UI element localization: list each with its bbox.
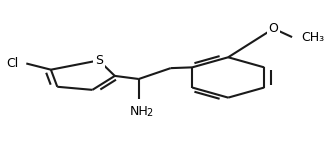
Text: CH₃: CH₃ xyxy=(302,31,325,44)
Text: S: S xyxy=(95,54,103,67)
Text: NH: NH xyxy=(129,105,148,118)
Text: O: O xyxy=(269,22,279,35)
Text: 2: 2 xyxy=(146,108,152,118)
Text: Cl: Cl xyxy=(6,57,18,70)
